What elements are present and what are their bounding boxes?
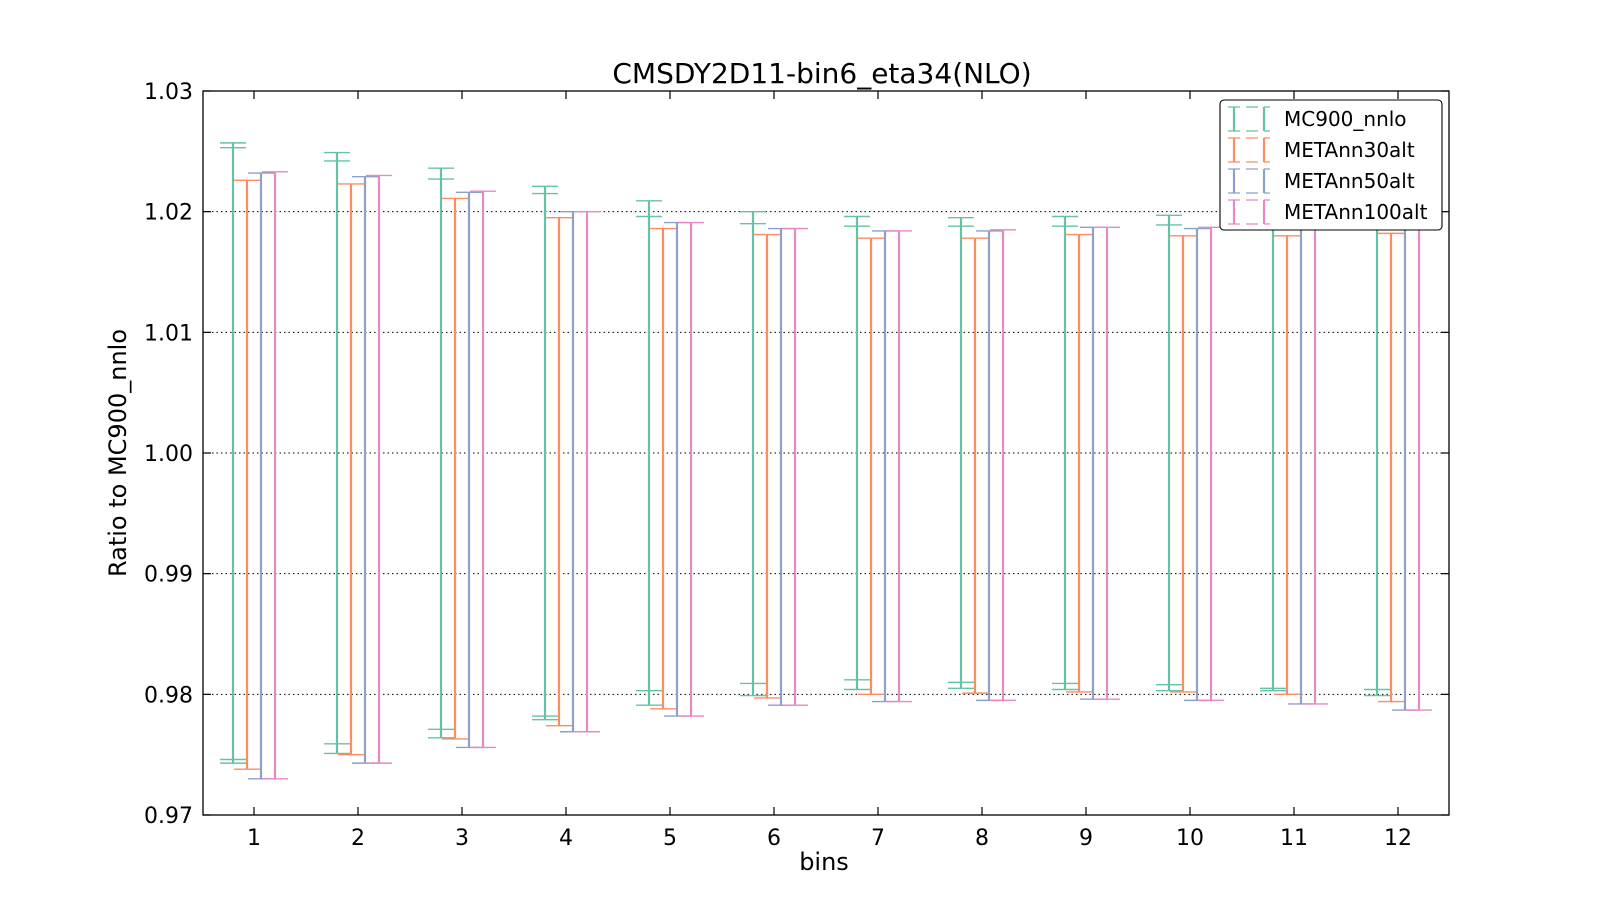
errorbar-METAnn100alt-bin-9 — [1094, 226, 1120, 700]
errorbar-METAnn30alt-bin-5 — [650, 227, 676, 710]
legend-entry: METAnn100alt — [1228, 199, 1428, 225]
errorbar-MC900_nnlo-bin-10 — [1156, 214, 1182, 692]
errorbar-MC900_nnlo-bin-3 — [428, 167, 454, 739]
legend-label: MC900_nnlo — [1284, 107, 1407, 131]
errorbar-MC900_nnlo-bin-8 — [948, 216, 974, 689]
x-tick-label: 2 — [351, 826, 365, 851]
legend-entry: METAnn50alt — [1228, 168, 1415, 194]
errorbar-METAnn50alt-bin-6 — [768, 227, 794, 706]
errorbar-METAnn50alt-bin-12 — [1392, 226, 1418, 711]
errorbar-METAnn100alt-bin-12 — [1406, 226, 1432, 711]
x-tick-label: 12 — [1384, 826, 1412, 851]
y-axis-label: Ratio to MC900_nnlo — [104, 329, 132, 577]
y-tick-label: 1.03 — [144, 80, 193, 105]
errorbar-METAnn50alt-bin-11 — [1288, 227, 1314, 705]
errorbar-MC900_nnlo-bin-9 — [1052, 215, 1078, 691]
errorbar-MC900_nnlo-bin-1 — [220, 142, 246, 764]
legend-label: METAnn100alt — [1284, 200, 1428, 224]
chart-title: CMSDY2D11-bin6_eta34(NLO) — [612, 57, 1031, 90]
x-tick-label: 8 — [975, 826, 989, 851]
x-tick-label: 4 — [559, 826, 573, 851]
x-axis-label: bins — [799, 848, 849, 876]
errorbar-METAnn30alt-bin-4 — [546, 216, 572, 727]
errorbar-METAnn30alt-bin-10 — [1170, 235, 1196, 693]
errorbar-METAnn50alt-bin-10 — [1184, 227, 1210, 702]
errorbar-METAnn50alt-bin-4 — [560, 210, 586, 733]
errorbar-METAnn50alt-bin-8 — [976, 230, 1002, 702]
errorbar-MC900_nnlo-bin-6 — [740, 210, 766, 697]
errorbar-METAnn50alt-bin-2 — [352, 175, 378, 764]
errorbar-METAnn30alt-bin-3 — [442, 197, 468, 740]
errorbar-MC900_nnlo-bin-4 — [532, 185, 558, 721]
errorbar-METAnn100alt-bin-3 — [470, 190, 496, 749]
errorbar-METAnn100alt-bin-10 — [1198, 226, 1224, 702]
errorbar-METAnn30alt-bin-6 — [754, 233, 780, 699]
errorbar-METAnn50alt-bin-5 — [664, 221, 690, 717]
y-tick-label: 0.97 — [144, 804, 193, 829]
legend-box — [1219, 99, 1443, 231]
gridlines — [203, 211, 1449, 695]
errorbar-METAnn30alt-bin-9 — [1066, 233, 1092, 693]
x-tick-label: 3 — [455, 826, 469, 851]
errorbar-METAnn100alt-bin-2 — [366, 174, 392, 764]
legend-label: METAnn30alt — [1284, 138, 1415, 162]
x-tick-label: 7 — [871, 826, 885, 851]
legend: MC900_nnlo METAnn30alt METAnn50alt METAnn10… — [1219, 99, 1443, 231]
errorbar-METAnn50alt-bin-7 — [872, 230, 898, 703]
y-tick-label: 1.00 — [144, 442, 193, 467]
y-tick-label: 0.99 — [144, 563, 193, 588]
x-tick-label: 1 — [247, 826, 261, 851]
errorbar-METAnn100alt-bin-4 — [574, 210, 600, 733]
errorbar-METAnn30alt-bin-2 — [338, 183, 364, 756]
legend-entry: MC900_nnlo — [1228, 106, 1407, 132]
errorbar-MC900_nnlo-bin-2 — [324, 151, 350, 755]
errorbar-MC900_nnlo-bin-12 — [1364, 213, 1390, 697]
x-tick-label: 9 — [1079, 826, 1093, 851]
errorbar-MC900_nnlo-bin-7 — [844, 215, 870, 691]
axis-ticks: 0.970.980.991.001.011.021.031 2 3 4 5 6 7 8 9 10 1… — [144, 80, 1449, 851]
errorbar-MC900_nnlo-bin-11 — [1260, 214, 1286, 692]
errorbar-METAnn100alt-bin-8 — [990, 229, 1016, 702]
errorbar-METAnn50alt-bin-9 — [1080, 226, 1106, 700]
errorbar-METAnn30alt-bin-1 — [234, 179, 260, 770]
legend-label: METAnn50alt — [1284, 169, 1415, 193]
errorbar-METAnn100alt-bin-11 — [1302, 227, 1328, 705]
errorbar-METAnn100alt-bin-5 — [678, 221, 704, 717]
x-tick-label: 10 — [1176, 826, 1204, 851]
y-tick-label: 1.02 — [144, 201, 193, 226]
x-tick-label: 5 — [663, 826, 677, 851]
x-tick-label: 11 — [1280, 826, 1308, 851]
errorbar-METAnn100alt-bin-6 — [782, 227, 808, 706]
y-tick-label: 1.01 — [144, 321, 193, 346]
errorbar-METAnn30alt-bin-7 — [858, 237, 884, 696]
errorbar-METAnn30alt-bin-12 — [1378, 232, 1404, 703]
error-bars — [220, 142, 1432, 780]
errorbar-MC900_nnlo-bin-5 — [636, 200, 662, 706]
errorbar-METAnn50alt-bin-3 — [456, 191, 482, 749]
errorbar-METAnn30alt-bin-8 — [962, 237, 988, 694]
errorbar-METAnn100alt-bin-1 — [262, 171, 288, 780]
legend-entry: METAnn30alt — [1228, 137, 1415, 163]
x-tick-label: 6 — [767, 826, 781, 851]
errorbar-METAnn50alt-bin-1 — [248, 172, 274, 780]
errorbar-METAnn30alt-bin-11 — [1274, 235, 1300, 696]
y-tick-label: 0.98 — [144, 683, 193, 708]
errorbar-METAnn100alt-bin-7 — [886, 230, 912, 703]
